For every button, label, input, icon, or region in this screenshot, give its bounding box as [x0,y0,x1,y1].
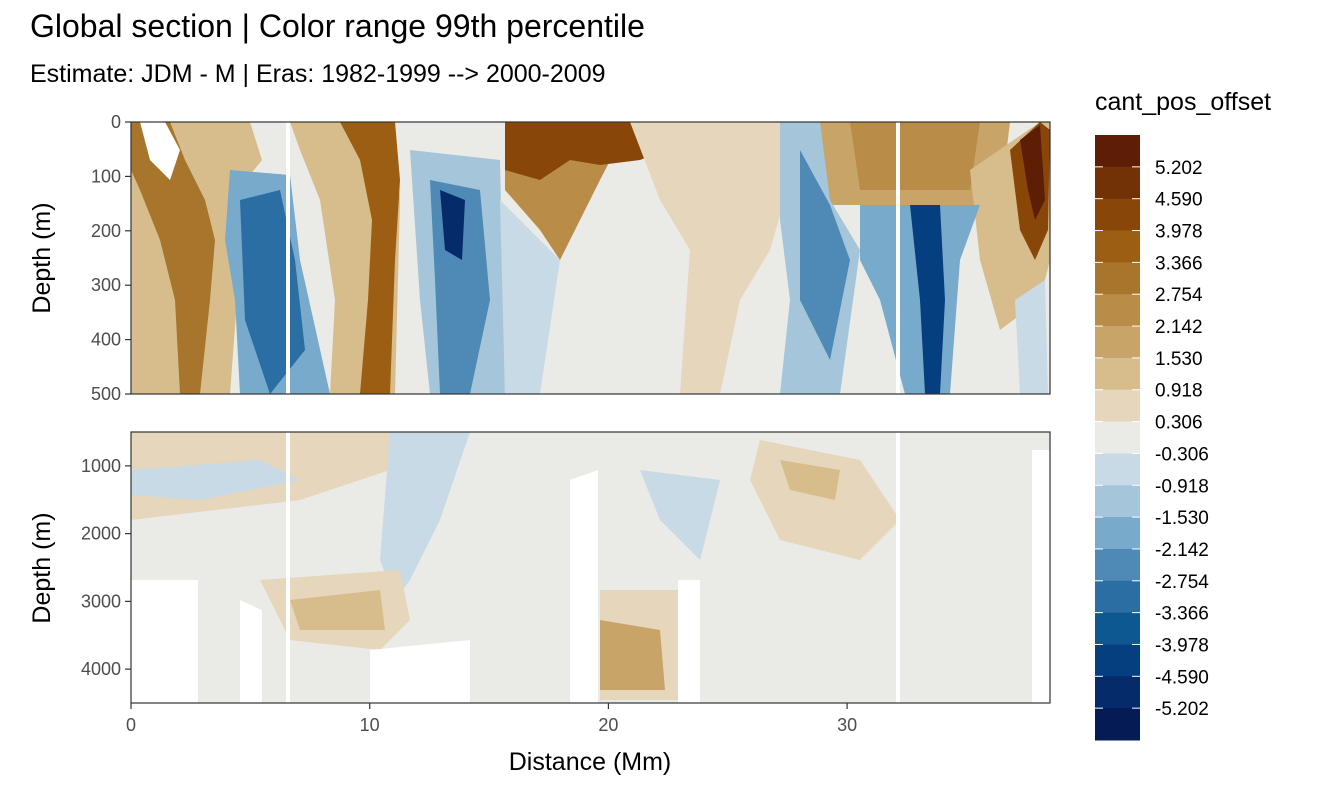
legend-break-label: 2.754 [1155,285,1203,306]
x-tick-label: 30 [837,715,857,735]
y-tick-label: 0 [111,112,121,132]
y-tick-label: 400 [91,330,121,350]
legend-break-label: -0.306 [1155,444,1209,465]
legend-color-band [1095,517,1140,550]
panel-upper [130,121,1051,395]
legend: cant_pos_offset 5.202 4.590 3.978 3.366 2.75… [1095,88,1271,741]
legend-break-label: 5.202 [1155,158,1203,179]
x-axis-title: Distance (Mm) [509,748,672,776]
legend-break-label: 4.590 [1155,190,1203,211]
y-tick-label: 200 [91,221,121,241]
lower-y-axis: 1000 2000 3000 4000 [81,456,131,679]
legend-color-band [1095,389,1140,423]
legend-color-band [1095,485,1140,518]
legend-color-band [1095,166,1140,200]
legend-color-band [1095,198,1140,232]
y-tick-label: 100 [91,166,121,186]
legend-break-label: -3.978 [1155,635,1209,656]
x-axis: 0 10 20 30 [126,703,857,735]
legend-break-label: 0.918 [1155,381,1203,402]
x-tick-label: 0 [126,715,136,735]
legend-break-label: -1.530 [1155,508,1209,529]
legend-break-label: -5.202 [1155,699,1209,720]
upper-y-axis-title: Depth (m) [28,202,56,313]
legend-break-label: 3.366 [1155,253,1203,274]
legend-break-label: -0.918 [1155,476,1209,497]
panel-upper-field [131,122,1050,394]
legend-color-band [1095,421,1140,454]
legend-color-band [1095,294,1140,327]
legend-color-band [1095,135,1140,168]
legend-color-band [1095,326,1140,359]
legend-color-band [1095,453,1140,486]
legend-color-band [1095,357,1140,391]
legend-break-label: 3.978 [1155,222,1203,243]
legend-break-label: -2.754 [1155,572,1209,593]
chart-title: Global section | Color range 99th percen… [30,8,645,44]
legend-break-label: 2.142 [1155,317,1203,338]
legend-color-band [1095,548,1140,582]
legend-break-label: -4.590 [1155,667,1209,688]
panel-lower-field [131,432,1050,703]
legend-color-band [1095,580,1140,614]
y-tick-label: 4000 [81,659,121,679]
legend-break-label: 1.530 [1155,349,1203,370]
panel-lower [130,431,1051,704]
legend-title: cant_pos_offset [1095,88,1271,116]
legend-color-band [1095,676,1140,709]
y-tick-label: 1000 [81,456,121,476]
legend-break-label: -2.142 [1155,540,1209,561]
legend-break-label: 0.306 [1155,413,1203,434]
y-tick-label: 3000 [81,591,121,611]
x-tick-label: 10 [360,715,380,735]
legend-color-band [1095,230,1140,263]
legend-color-band [1095,644,1140,677]
y-tick-label: 500 [91,384,121,404]
legend-color-band [1095,262,1140,295]
legend-break-label: -3.366 [1155,604,1209,625]
chart-subtitle: Estimate: JDM - M | Eras: 1982-1999 --> … [30,60,606,88]
x-tick-label: 20 [598,715,618,735]
lower-y-axis-title: Depth (m) [28,512,56,623]
y-tick-label: 2000 [81,524,121,544]
legend-color-band [1095,708,1140,741]
y-tick-label: 300 [91,275,121,295]
legend-color-band [1095,612,1140,645]
upper-y-axis: 0 100 200 300 400 500 [91,112,131,404]
